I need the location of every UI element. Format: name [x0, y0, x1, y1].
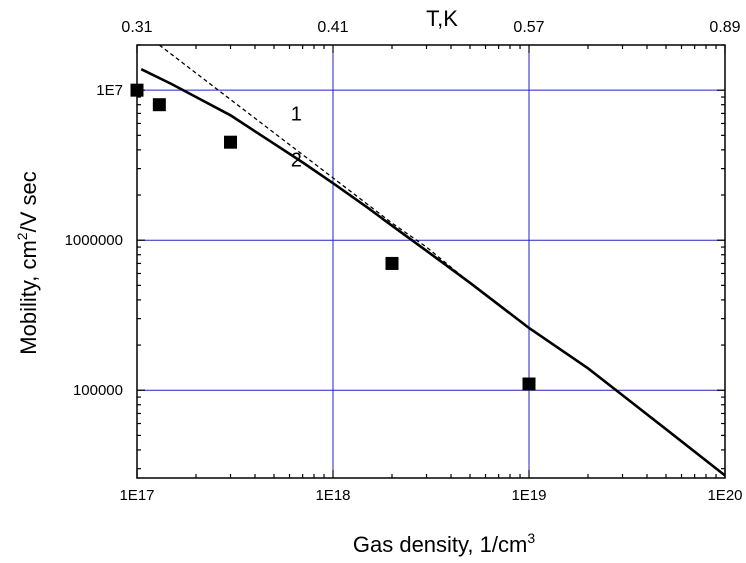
tick-labels: 1E17 1E18 1E19 1E20 100000 1000000 1E7 0.31 0.41…	[65, 19, 743, 504]
top-tick-label: 0.41	[317, 19, 348, 36]
series-line-1	[158, 45, 725, 477]
y-axis-title: Mobility, cm2/V sec	[14, 171, 41, 354]
series-line-2	[140, 68, 725, 477]
series-layer	[140, 45, 725, 477]
curve-label-1: 1	[291, 103, 302, 125]
y-axis-title-text: Mobility, cm	[16, 240, 41, 355]
top-tick-label: 0.57	[513, 19, 544, 36]
x-tick-label: 1E20	[707, 487, 742, 504]
y-tick-label: 1E7	[96, 82, 123, 99]
data-point-square	[224, 135, 238, 149]
top-axis-title: T,K	[426, 6, 458, 31]
x-tick-label: 1E19	[511, 487, 546, 504]
x-axis-title-text: Gas density, 1/cm	[353, 532, 527, 557]
y-tick-label: 1000000	[65, 232, 123, 249]
top-tick-label: 0.89	[709, 19, 740, 36]
grid-lines	[137, 45, 725, 478]
x-axis-title: Gas density, 1/cm3	[353, 530, 535, 557]
plot-frame	[136, 44, 726, 479]
x-tick-label: 1E18	[315, 487, 350, 504]
top-tick-label: 0.31	[121, 19, 152, 36]
tick-marks	[136, 44, 726, 478]
x-tick-label: 1E17	[119, 487, 154, 504]
data-point-square	[152, 98, 166, 112]
curve-label-2: 2	[291, 149, 302, 171]
y-tick-label: 100000	[73, 382, 123, 399]
data-point-square	[522, 377, 536, 391]
data-point-square	[385, 256, 399, 270]
y-axis-title-suffix: /V sec	[16, 171, 41, 232]
x-axis-title-superscript: 3	[527, 530, 535, 546]
y-axis-title-superscript: 2	[14, 232, 30, 240]
